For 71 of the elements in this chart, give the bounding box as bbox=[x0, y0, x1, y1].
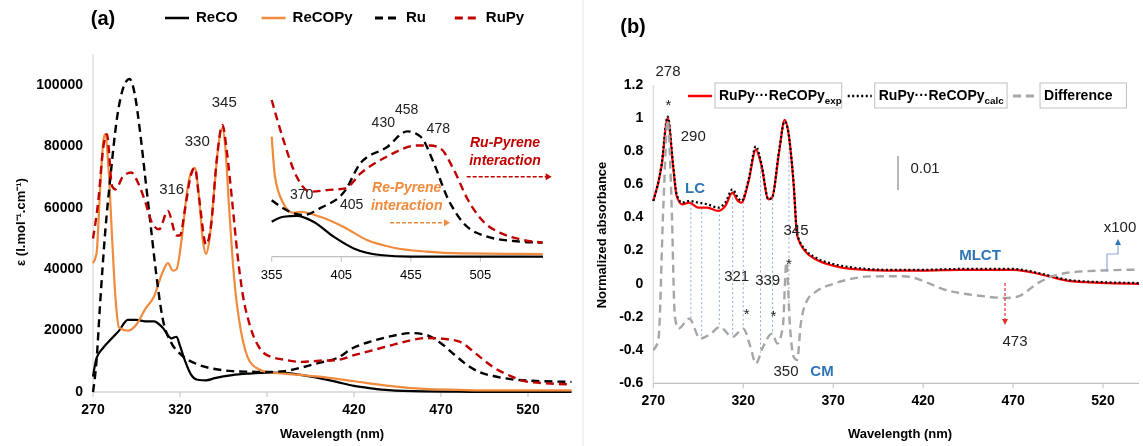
x-tick-label: 470 bbox=[429, 401, 453, 417]
y-tick-label: 0.2 bbox=[623, 241, 644, 258]
x-axis-title: Wavelength (nm) bbox=[279, 426, 385, 441]
y-tick-label: 80000 bbox=[44, 137, 84, 154]
annotation: * bbox=[786, 254, 793, 272]
annotation: 345 bbox=[211, 92, 237, 110]
legend-label: ReCO bbox=[196, 7, 239, 25]
legend-label: RuPy···ReCOPy$_{exp}$ bbox=[719, 86, 842, 107]
text: 278 bbox=[655, 61, 681, 79]
y-tick-label: 60000 bbox=[44, 198, 84, 215]
y-tick-label: 0.6 bbox=[623, 175, 644, 192]
annotation: 405 bbox=[340, 195, 364, 212]
annotation: 478 bbox=[426, 120, 451, 136]
annotation: * bbox=[743, 304, 750, 322]
annotation: 350 bbox=[773, 361, 799, 379]
y-tick-label: -0.4 bbox=[619, 340, 644, 357]
annotation: 370 bbox=[290, 185, 314, 202]
annotation: 0.01 bbox=[910, 158, 940, 176]
y-tick-label: 0.8 bbox=[623, 141, 644, 158]
y-tick-label: 1 bbox=[635, 108, 644, 125]
x-tick-label: 505 bbox=[469, 266, 492, 282]
annotation: 290 bbox=[680, 126, 706, 144]
chart-title: (b) bbox=[620, 15, 646, 38]
y-axis-title: ε (l.mol⁻¹.cm⁻¹) bbox=[13, 178, 29, 266]
legend-label: RuPy bbox=[485, 7, 525, 25]
legend-label: Difference bbox=[1044, 86, 1113, 103]
y-tick-label: 40000 bbox=[44, 259, 84, 276]
annotation: 473 bbox=[1002, 331, 1028, 349]
x-tick-label: 420 bbox=[911, 392, 936, 409]
y-tick-label: 20000 bbox=[44, 321, 84, 338]
x-tick-label: 370 bbox=[821, 392, 846, 409]
annotation: Re-Pyrene interaction bbox=[370, 178, 443, 213]
x-axis-title: Wavelength (nm) bbox=[847, 426, 953, 441]
x-tick-label: 355 bbox=[260, 266, 283, 282]
annotation: 321 bbox=[724, 266, 750, 284]
y-axis-title: Normalized absorbance bbox=[594, 161, 610, 309]
annotation: MLCT bbox=[959, 245, 1001, 263]
y-tick-label: 1.2 bbox=[623, 75, 644, 92]
annotation: 430 bbox=[371, 114, 396, 130]
x-tick-label: 405 bbox=[330, 266, 353, 282]
x-tick-label: 520 bbox=[1091, 392, 1115, 409]
annotation: 316 bbox=[159, 179, 185, 197]
x-tick-label: 320 bbox=[731, 392, 756, 409]
x-tick-label: 270 bbox=[81, 401, 105, 417]
annotation: * bbox=[770, 306, 777, 324]
x-tick-label: 520 bbox=[516, 401, 540, 417]
x-tick-label: 470 bbox=[1001, 392, 1025, 409]
x-tick-label: 370 bbox=[255, 401, 279, 417]
annotation: LC bbox=[685, 178, 706, 196]
legend-label: Ru bbox=[406, 7, 426, 25]
annotation: 330 bbox=[184, 131, 210, 149]
annotation: x100 bbox=[1103, 217, 1137, 235]
annotation: Ru-Pyrene interaction bbox=[469, 133, 541, 168]
legend-label: RuPy···ReCOPy$_{calc}$ bbox=[878, 86, 1005, 107]
x-tick-label: 320 bbox=[168, 401, 192, 417]
y-tick-label: 0.4 bbox=[623, 208, 644, 225]
y-tick-label: 100000 bbox=[36, 75, 84, 92]
line-series bbox=[91, 77, 573, 394]
annotation: * bbox=[665, 95, 672, 113]
annotation: 339 bbox=[755, 270, 781, 288]
x-tick-label: 270 bbox=[641, 392, 666, 409]
x-tick-label: 420 bbox=[342, 401, 366, 417]
chart-title: (a) bbox=[90, 7, 116, 30]
annotation: CM bbox=[810, 361, 834, 379]
y-tick-label: 0 bbox=[75, 382, 84, 399]
y-tick-label: -0.6 bbox=[619, 374, 644, 390]
x-tick-label: 455 bbox=[399, 266, 422, 282]
y-tick-label: 0 bbox=[635, 274, 644, 291]
y-tick-label: -0.2 bbox=[619, 307, 644, 324]
legend-label: ReCOPy bbox=[292, 7, 354, 25]
annotation: 458 bbox=[395, 100, 419, 117]
